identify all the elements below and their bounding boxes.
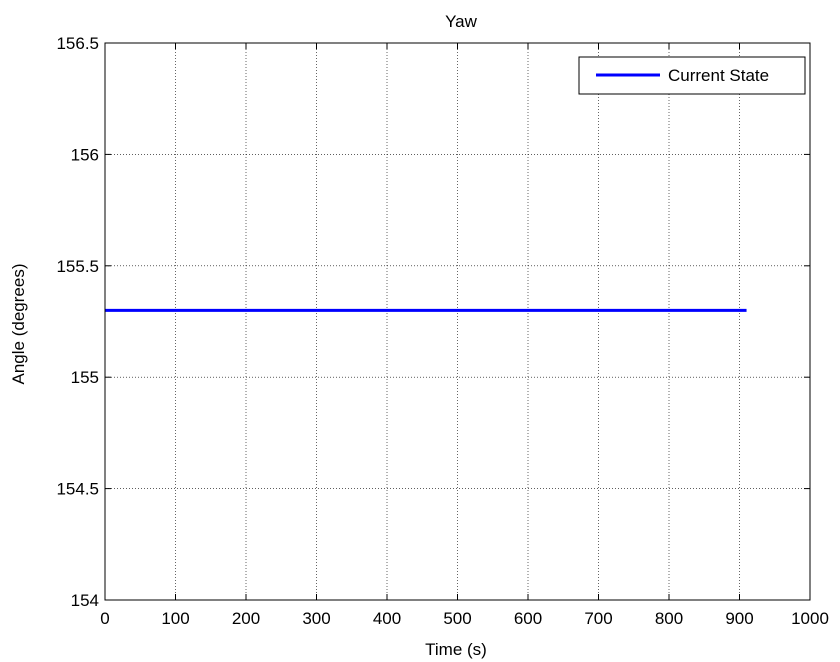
ticks	[104, 42, 811, 601]
x-tick-labels: 0 100 200 300 400 500 600 700 800 900 1000	[100, 609, 829, 628]
x-axis-label: Time (s)	[425, 640, 487, 659]
y-tick-label: 154.5	[56, 480, 99, 499]
x-tick-label: 500	[443, 609, 471, 628]
x-tick-label: 400	[373, 609, 401, 628]
x-tick-label: 800	[655, 609, 683, 628]
plot-area	[105, 43, 810, 600]
y-axis-label: Angle (degrees)	[9, 264, 28, 385]
x-tick-label: 700	[584, 609, 612, 628]
grid-lines	[105, 43, 810, 600]
y-tick-label: 155	[71, 368, 99, 387]
x-tick-label: 600	[514, 609, 542, 628]
legend: Current State	[578, 56, 806, 95]
x-tick-label: 100	[161, 609, 189, 628]
x-tick-label: 200	[232, 609, 260, 628]
y-tick-label: 156	[71, 145, 99, 164]
y-tick-label: 156.5	[56, 34, 99, 53]
chart-title: Yaw	[445, 12, 478, 31]
x-tick-label: 0	[100, 609, 109, 628]
y-tick-labels: 154 154.5 155 155.5 156 156.5	[56, 34, 99, 610]
x-tick-label: 900	[725, 609, 753, 628]
x-tick-label: 1000	[791, 609, 829, 628]
x-tick-label: 300	[302, 609, 330, 628]
legend-label-current-state: Current State	[668, 66, 769, 85]
y-tick-label: 154	[71, 591, 99, 610]
y-tick-label: 155.5	[56, 257, 99, 276]
